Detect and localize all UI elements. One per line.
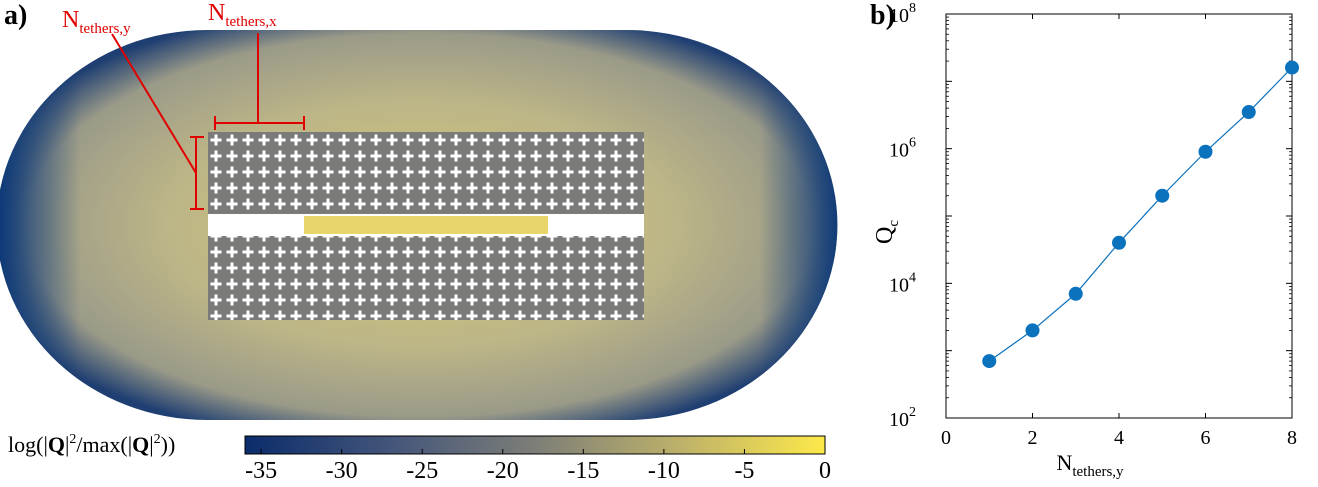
colorbar-label: log(|Q|2/max(|Q|2)) <box>8 432 175 457</box>
x-tick-label: 4 <box>1114 427 1124 449</box>
series-line <box>988 67 1293 362</box>
data-point <box>1285 60 1299 75</box>
y-tick-label: 102 <box>889 405 916 431</box>
tether-annotations <box>111 33 305 210</box>
y-tick-label: 108 <box>889 1 916 27</box>
colorbar-tick-label: -25 <box>406 458 438 484</box>
x-tick-label: 0 <box>941 427 951 449</box>
x-tick-label: 6 <box>1201 427 1211 449</box>
y-axis-label: Qc <box>872 220 902 244</box>
field-map: Ntethers,y Ntethers,x log(|Q|2/max(|Q|2)… <box>0 0 838 484</box>
defect-waveguide <box>304 216 548 234</box>
panel-b-label: b) <box>870 0 895 31</box>
chart-axes: 0 2 4 6 8 102 104 106 108 <box>889 1 1297 449</box>
photonic-crystal <box>208 132 644 320</box>
x-axis-label: Ntethers,y <box>1056 450 1124 480</box>
data-point <box>1198 144 1213 159</box>
y-tick-label: 106 <box>889 136 916 162</box>
data-point <box>982 354 997 369</box>
data-point <box>1025 323 1040 338</box>
colorbar-tick-label: -35 <box>245 458 277 484</box>
data-point <box>1241 105 1256 120</box>
n-tethers-y-annotation: Ntethers,y <box>62 7 131 37</box>
chart-marks <box>982 60 1299 369</box>
data-point <box>1155 188 1170 203</box>
data-point <box>1068 286 1083 301</box>
colorbar <box>244 435 826 455</box>
colorbar-tick-label: 0 <box>819 458 831 484</box>
colorbar-tick-label: -15 <box>567 458 599 484</box>
x-tick-label: 8 <box>1287 427 1297 449</box>
panel-a-label: a) <box>4 0 28 31</box>
plot-frame <box>945 13 1293 419</box>
colorbar-tick-label: -30 <box>326 458 358 484</box>
colorbar-ticks: -35 -30 -25 -20 -15 -10 -5 0 <box>245 449 831 484</box>
q-factor-chart: 0 2 4 6 8 102 104 106 108 Qc Ntethers,y <box>872 1 1299 480</box>
colorbar-tick-label: -5 <box>734 458 754 484</box>
colorbar-tick-label: -10 <box>648 458 680 484</box>
x-tick-label: 2 <box>1028 427 1038 449</box>
y-tick-label: 104 <box>889 270 916 296</box>
data-point <box>1112 235 1126 250</box>
colorbar-tick-label: -20 <box>487 458 519 484</box>
n-tethers-x-annotation: Ntethers,x <box>208 0 277 30</box>
